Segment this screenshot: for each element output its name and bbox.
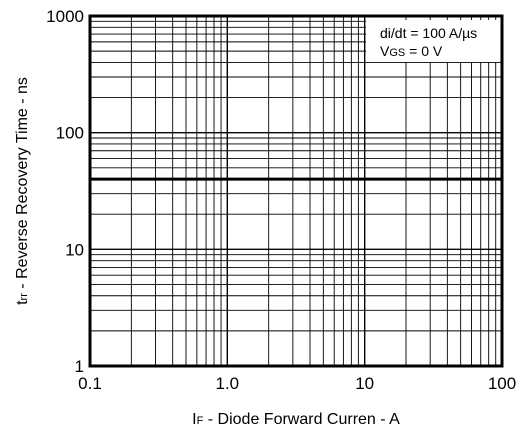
tick-labels: 0.1 1.0 10 100 1 10 100 1000 [46,7,516,393]
y-axis-title-subscript: rr [18,293,30,301]
y-tick-label: 1 [75,357,84,376]
annotation-vgs: VGS = 0 V [380,43,443,59]
y-axis-title: trr - Reverse Recovery Time - ns [14,77,31,305]
annotation-box [366,20,502,62]
y-tick-label: 10 [65,240,84,259]
x-axis-title-symbol: I [192,411,196,428]
annotation-vgs-value: = 0 V [405,43,443,59]
grid-lines [89,15,503,367]
annotation-didt: di/dt = 100 A/µs [380,25,477,41]
x-tick-label: 100 [488,374,516,393]
x-axis-title: IF - Diode Forward Curren - A [192,411,400,428]
x-axis-title-text: - Diode Forward Curren - A [203,411,400,428]
y-tick-label: 100 [56,124,84,143]
x-tick-label: 0.1 [78,374,102,393]
x-tick-label: 10 [355,374,374,393]
x-tick-label: 1.0 [216,374,240,393]
y-tick-label: 1000 [46,7,84,26]
x-axis-title-subscript: F [197,415,204,427]
y-axis-title-symbol: t [14,300,31,305]
annotation-vgs-subscript: GS [389,47,405,59]
annotation-vgs-symbol: V [380,43,390,59]
plot-frame [88,14,504,368]
y-axis-title-text: - Reverse Recovery Time - ns [14,77,31,293]
